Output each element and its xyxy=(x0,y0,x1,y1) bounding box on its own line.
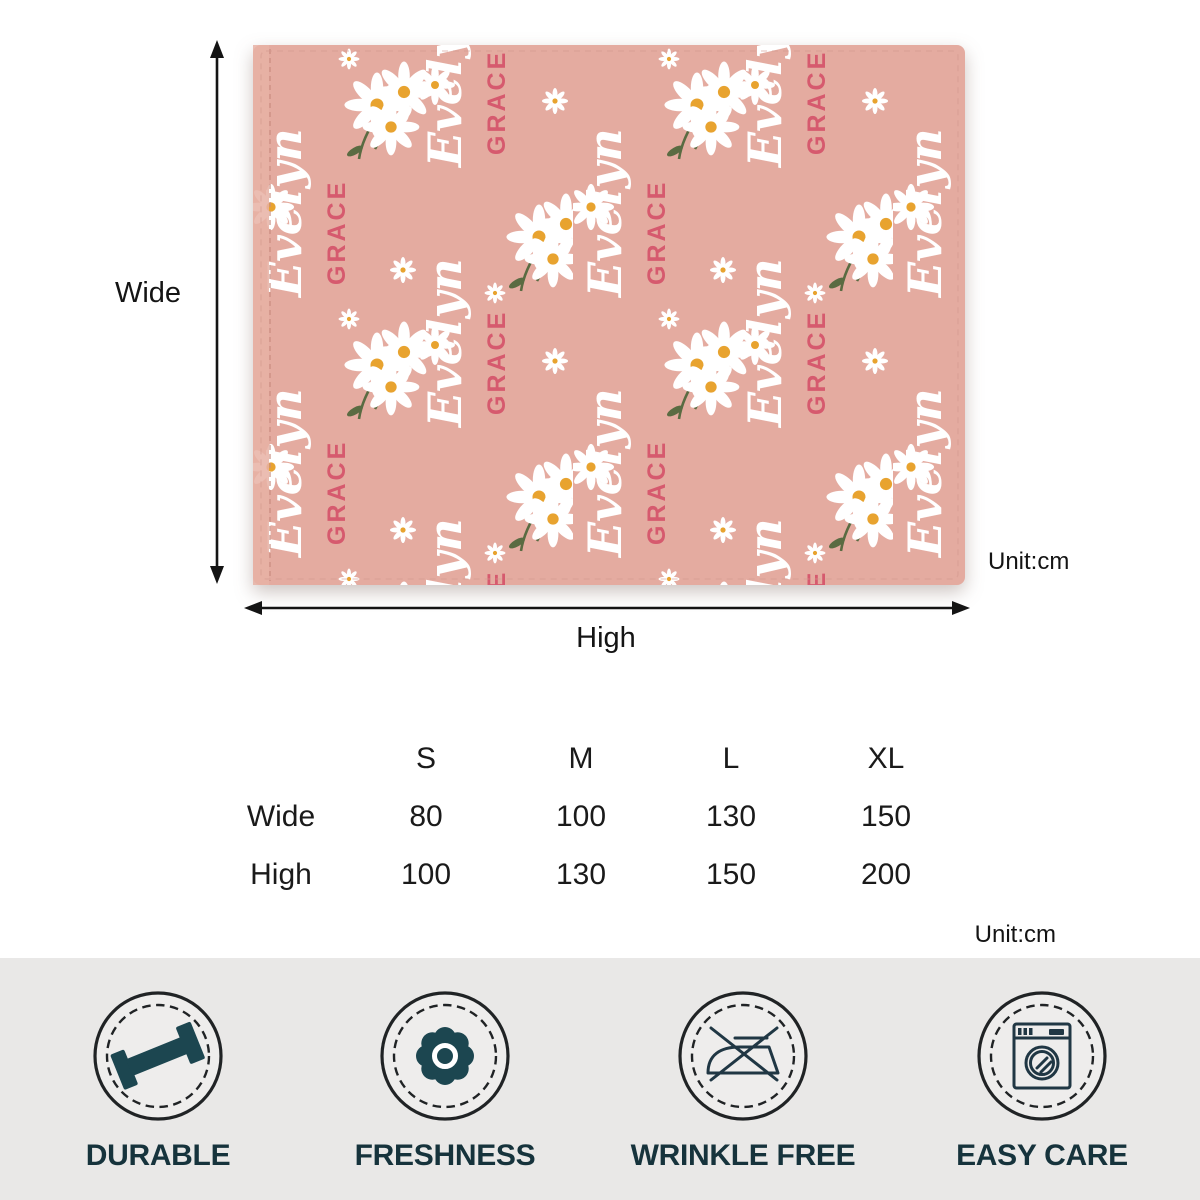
size-table-value: 150 xyxy=(705,858,757,891)
size-table-value: 100 xyxy=(555,800,607,833)
washing-machine-icon xyxy=(977,991,1107,1121)
blanket-fabric xyxy=(253,45,965,585)
size-table-value: 100 xyxy=(400,858,452,891)
size-table-value: 200 xyxy=(860,858,912,891)
high-dimension-label: High xyxy=(576,622,636,654)
size-table-header-l: L xyxy=(722,742,740,775)
no-iron-icon xyxy=(678,991,808,1121)
size-table-header-s: S xyxy=(415,742,436,775)
table-unit-label: Unit:cm xyxy=(974,921,1056,948)
size-table-value: 150 xyxy=(860,800,912,833)
size-table-header-xl: XL xyxy=(867,742,905,775)
feature-label-easy-care: EASY CARE xyxy=(956,1139,1128,1172)
feature-label-durable: DURABLE xyxy=(85,1139,231,1172)
wide-dimension-label: Wide xyxy=(114,277,182,309)
feature-label-wrinkle-free: WRINKLE FREE xyxy=(630,1139,856,1172)
high-dimension-arrow xyxy=(244,601,970,615)
size-table-header-m: M xyxy=(568,742,594,775)
diagram-unit-label: Unit:cm xyxy=(988,548,1070,575)
size-table-value: 130 xyxy=(555,858,607,891)
size-table: S M L XL Wide 80 100 130 150 High 100 13… xyxy=(216,730,966,904)
wide-dimension-arrow xyxy=(210,40,224,584)
feature-label-freshness: FRESHNESS xyxy=(354,1139,536,1172)
size-table-value: 80 xyxy=(409,800,443,833)
flower-icon xyxy=(380,991,510,1121)
size-table-value: 130 xyxy=(705,800,757,833)
size-table-row-label: High xyxy=(250,858,312,891)
blanket-hem xyxy=(253,45,269,585)
blanket-preview: Evelyn GRACE Evelyn Evelyn GRACE GRACE xyxy=(253,45,965,585)
size-table-corner xyxy=(216,730,346,788)
size-table-row-label: Wide xyxy=(246,800,316,833)
dumbbell-icon xyxy=(93,991,223,1121)
